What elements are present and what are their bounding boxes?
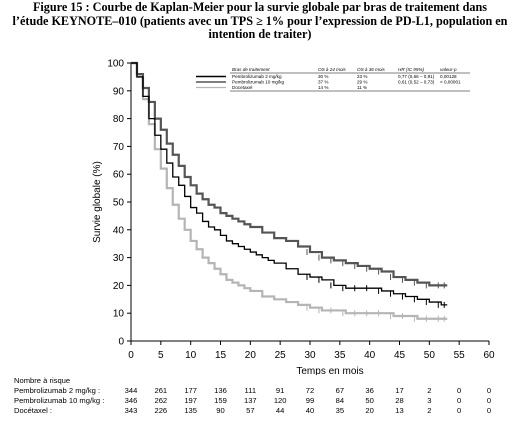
risk-cell: 226 — [154, 406, 168, 415]
risk-cell: 44 — [275, 406, 285, 415]
risk-cell: 2 — [427, 386, 432, 395]
km-chart: 0 5 10 15 20 25 30 35 40 45 50 55 60 0 10 20 30 40 50 60 70 8… — [92, 59, 495, 376]
risk-cell: 50 — [365, 396, 374, 405]
x-tick-label: 20 — [245, 350, 257, 361]
risk-cell: 13 — [395, 406, 404, 415]
legend-cell: Pembrolizumab 2 mg/kg — [232, 74, 282, 79]
y-tick-label: 50 — [113, 198, 125, 209]
risk-cell: 343 — [124, 406, 138, 415]
risk-table-header: Nombre à risque — [14, 376, 71, 385]
risk-cell: 36 — [365, 386, 374, 395]
legend-header-cell: OS à 24 mois — [318, 67, 347, 72]
risk-cell: 197 — [184, 396, 197, 405]
risk-cell: 0 — [457, 396, 462, 405]
km-curve-3 — [131, 61, 448, 320]
legend-cell: 29 % — [357, 80, 367, 85]
x-tick-label: 40 — [364, 350, 376, 361]
x-tick-label: 15 — [215, 350, 227, 361]
y-tick-label: 70 — [113, 142, 125, 153]
risk-row: Pembrolizumab 10 mg/kg : 346 262 197 159 137 1… — [14, 396, 520, 406]
risk-cell: 28 — [395, 396, 404, 405]
x-tick-label: 35 — [334, 350, 346, 361]
x-tick-label: 0 — [128, 350, 134, 361]
risk-cell: 344 — [124, 386, 138, 395]
risk-table: Nombre à risque Pembrolizumab 2 mg/kg : 3… — [14, 375, 520, 416]
x-tick-label: 25 — [275, 350, 287, 361]
legend-header-cell: HR (IC 95%) — [398, 67, 425, 72]
title-line-2: l’étude KEYNOTE–010 (patients avec un TP… — [12, 13, 508, 28]
legend-cell: 37 % — [318, 80, 328, 85]
risk-cell: 99 — [305, 396, 315, 405]
risk-cell: 136 — [214, 386, 227, 395]
legend-cell: 0,00128 — [440, 74, 457, 79]
y-tick-label: 90 — [113, 86, 125, 97]
risk-cell: 3 — [427, 396, 432, 405]
legend-cell: 0,61 (0,52 – 0,73) — [398, 80, 435, 85]
risk-cell: 0 — [457, 386, 462, 395]
y-tick-label: 80 — [113, 114, 125, 125]
y-tick-label: 30 — [113, 253, 125, 264]
title-line-3: intention de traiter) — [208, 27, 312, 42]
legend-header-cell: Bras de traitement — [232, 67, 270, 72]
risk-row: Pembrolizumab 2 mg/kg : 344 261 177 136 111 91… — [14, 386, 520, 396]
risk-cell: 159 — [214, 396, 227, 405]
risk-cell: 137 — [243, 396, 257, 405]
y-tick-label: 100 — [107, 59, 124, 70]
legend-cell: Pembrolizumab 10 mg/kg — [232, 80, 285, 85]
risk-cell: 2 — [427, 406, 432, 415]
risk-cell: 111 — [244, 386, 257, 395]
title-line-1: Figure 15 : Courbe de Kaplan-Meier pour … — [32, 0, 488, 14]
legend-cell: 14 % — [318, 85, 328, 90]
risk-row: Docétaxel :343 226 135 90 57 44 40 35 20 13 2 0 0 — [14, 406, 520, 416]
x-tick-label: 45 — [394, 350, 406, 361]
risk-cell: 57 — [246, 406, 255, 415]
risk-cell: 20 — [365, 406, 374, 415]
y-axis-label: Survie globale (%) — [92, 161, 103, 243]
x-axis-label: Temps en mois — [296, 366, 363, 375]
legend-header-cell: OS à 36 mois — [357, 67, 386, 72]
risk-row-label: Pembrolizumab 10 mg/kg : — [14, 396, 105, 405]
km-curve-1 — [131, 62, 448, 306]
x-tick-label: 55 — [454, 350, 466, 361]
risk-cell: 72 — [305, 386, 315, 395]
x-tick-label: 10 — [185, 350, 197, 361]
risk-cell: 262 — [154, 396, 168, 405]
risk-cell: 135 — [184, 406, 197, 415]
risk-cell: 0 — [486, 396, 492, 405]
y-tick-label: 10 — [113, 309, 125, 320]
risk-cell: 0 — [486, 386, 492, 395]
risk-cell: 90 — [216, 406, 225, 415]
km-curve-2 — [131, 61, 448, 287]
y-tick-label: 20 — [113, 281, 125, 292]
risk-row-label: Docétaxel : — [14, 406, 52, 415]
legend-header-cell: valeur-p — [440, 67, 457, 72]
chart-title: Figure 15 : Courbe de Kaplan-Meier pour … — [0, 0, 520, 42]
risk-cell: 35 — [335, 406, 345, 415]
risk-cell: 0 — [457, 406, 462, 415]
risk-cell: 346 — [124, 396, 138, 405]
risk-cell: 261 — [154, 386, 168, 395]
x-tick-label: 60 — [483, 350, 495, 361]
y-tick-label: 60 — [113, 170, 125, 181]
legend-cell: Docetaxel — [232, 85, 252, 90]
x-tick-label: 30 — [304, 350, 316, 361]
risk-cell: 91 — [275, 386, 285, 395]
x-tick-label: 50 — [424, 350, 436, 361]
y-tick-label: 0 — [118, 337, 124, 348]
risk-cell: 0 — [486, 406, 492, 415]
risk-cell: 17 — [395, 386, 404, 395]
legend-cell: 23 % — [357, 74, 367, 79]
legend-cell: < 0,00001 — [440, 80, 461, 85]
risk-row-label: Pembrolizumab 2 mg/kg : — [14, 386, 101, 395]
y-tick-label: 40 — [113, 225, 125, 236]
x-tick-label: 5 — [158, 350, 164, 361]
legend-cell: 0,77 (0,66 – 0,91) — [398, 74, 435, 79]
risk-cell: 177 — [184, 386, 197, 395]
legend-cell: 30 % — [318, 74, 328, 79]
risk-cell: 67 — [335, 386, 345, 395]
risk-cell: 40 — [305, 406, 315, 415]
risk-cell: 84 — [335, 396, 345, 405]
risk-cell: 120 — [273, 396, 287, 405]
legend-cell: 11 % — [357, 85, 367, 90]
